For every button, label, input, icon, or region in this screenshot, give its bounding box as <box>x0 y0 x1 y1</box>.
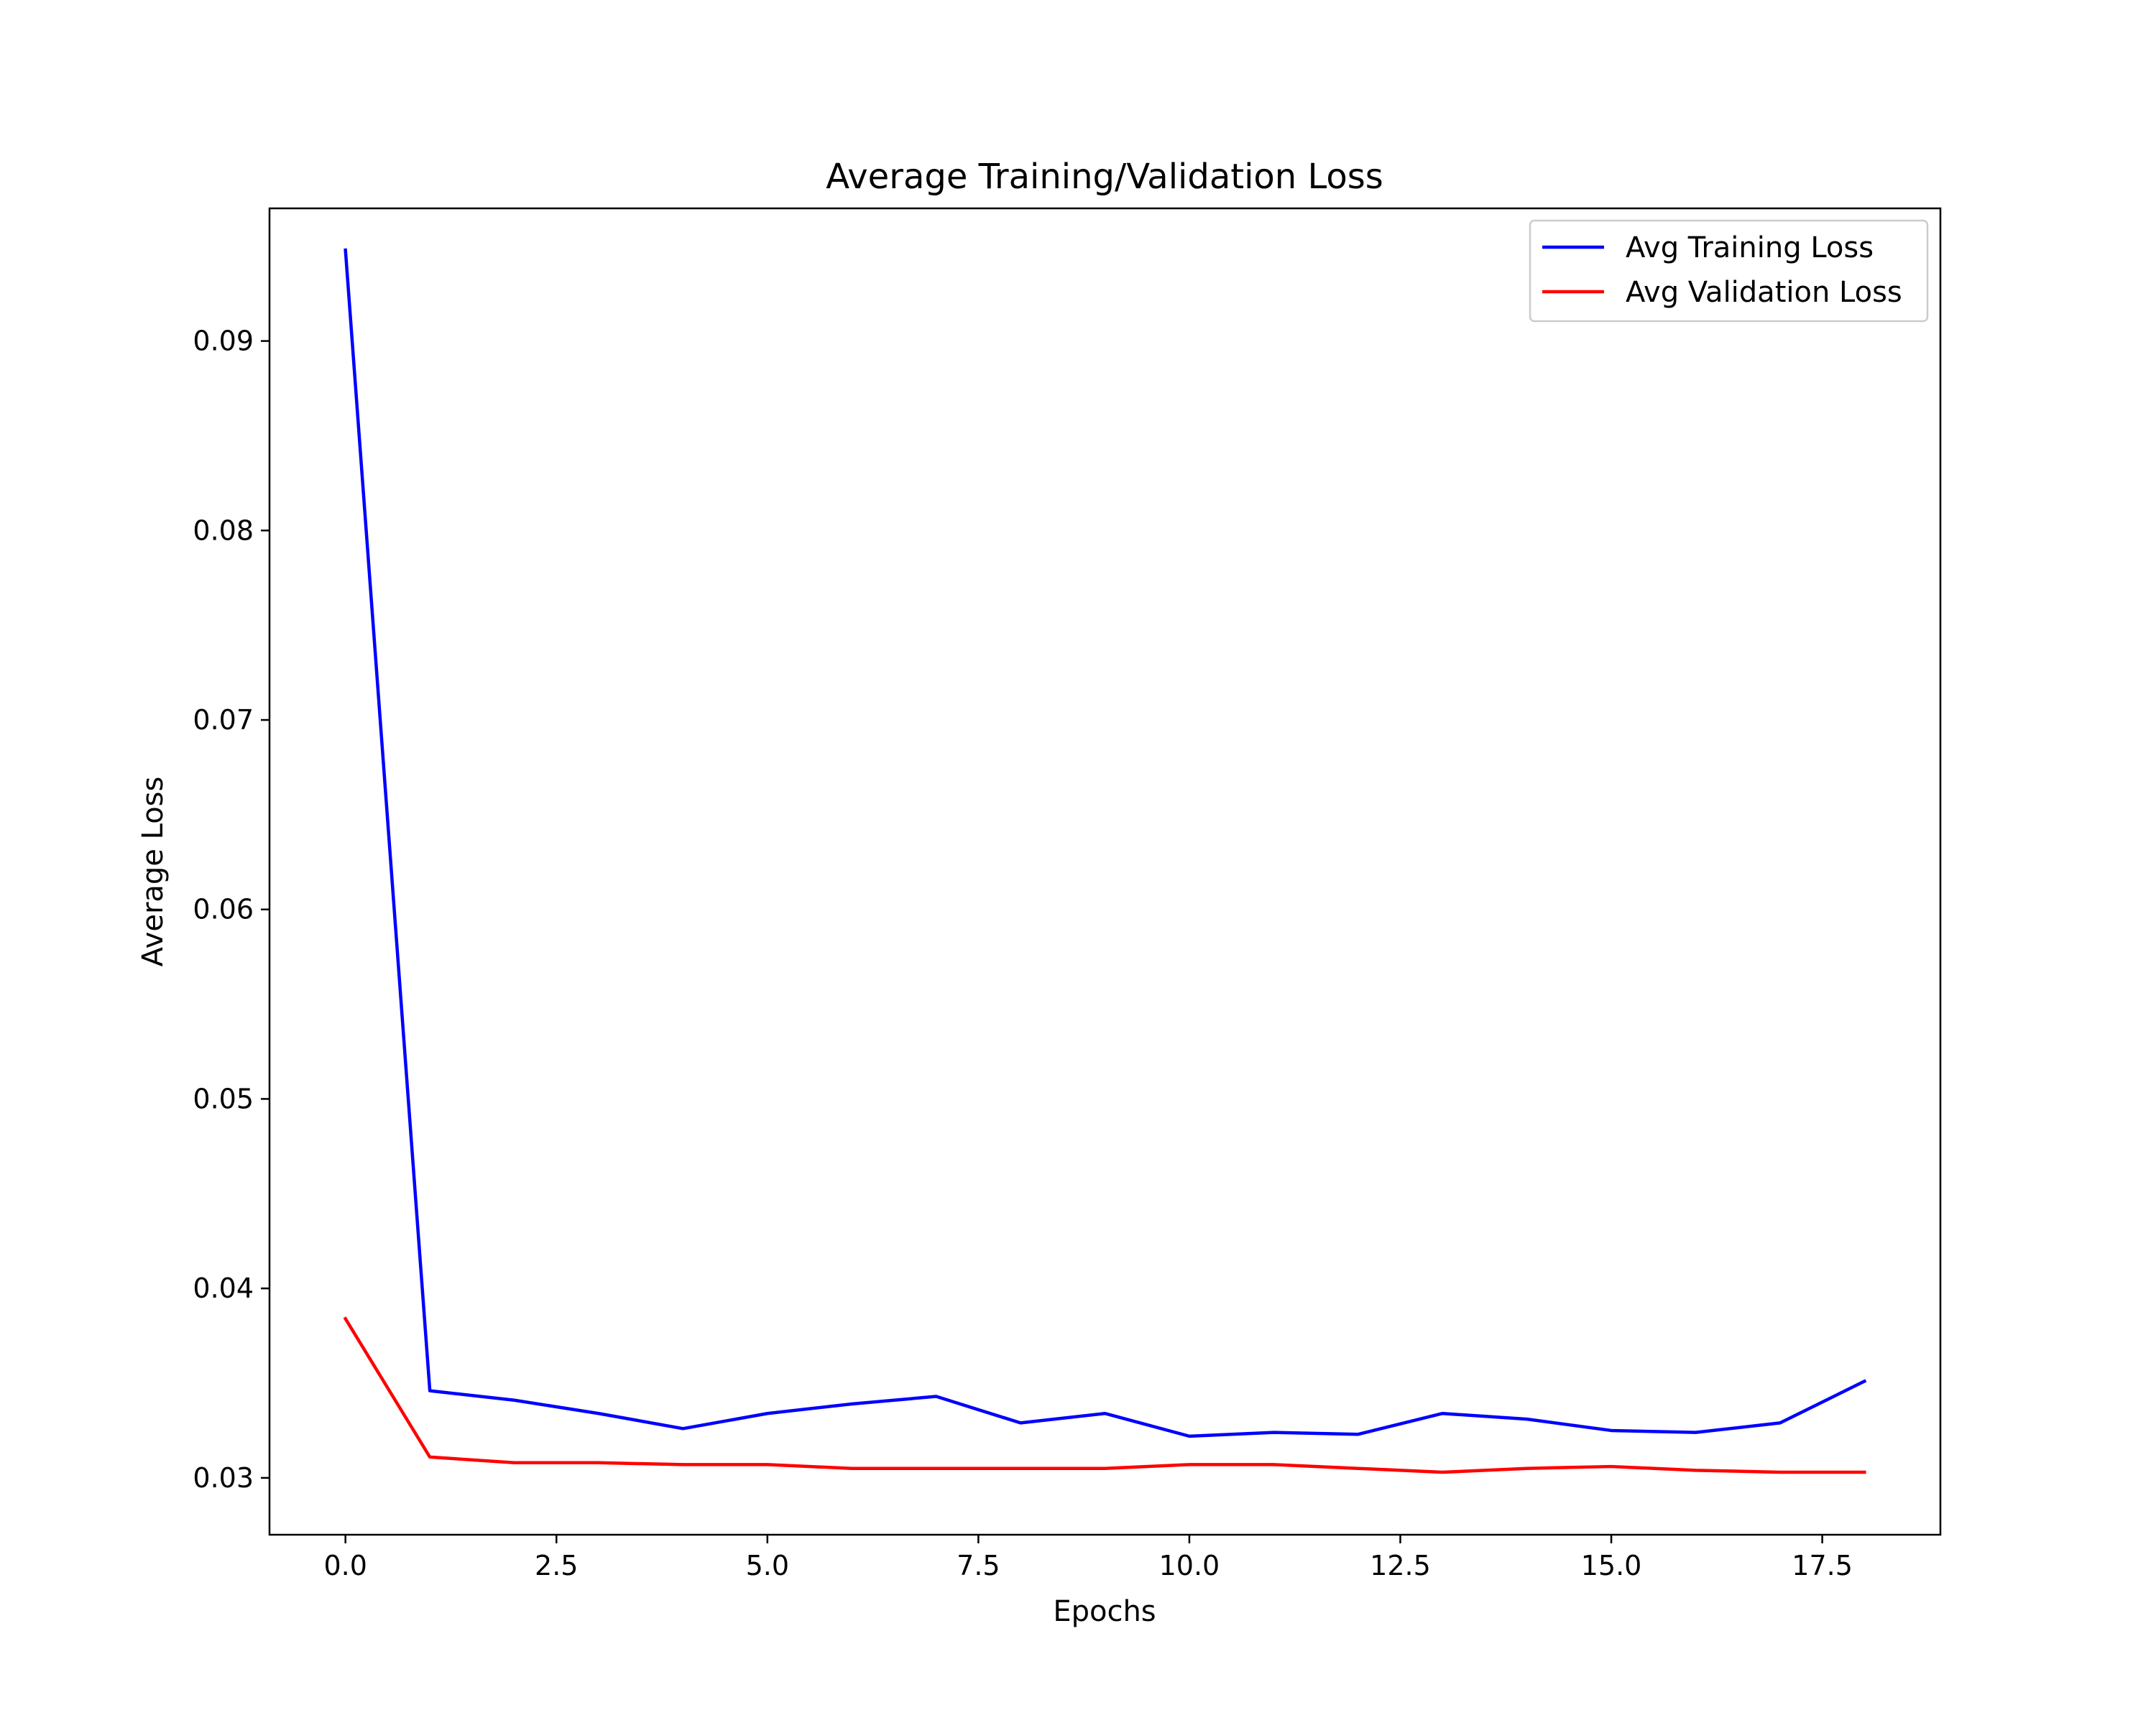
plot-area <box>343 248 1867 1474</box>
chart-title: Average Training/Validation Loss <box>826 157 1383 197</box>
legend-label-training: Avg Training Loss <box>1626 231 1874 264</box>
y-axis-label: Average Loss <box>137 777 170 967</box>
x-tick-label: 15.0 <box>1581 1550 1642 1581</box>
y-tick-label: 0.09 <box>193 325 254 357</box>
legend: Avg Training Loss Avg Validation Loss <box>1529 219 1929 323</box>
legend-label-validation: Avg Validation Loss <box>1626 276 1902 309</box>
y-axis-ticks: 0.03 0.04 0.05 0.06 0.07 0.08 0.09 <box>193 325 270 1494</box>
y-tick-label: 0.03 <box>193 1462 254 1494</box>
legend-box <box>1529 219 1929 323</box>
y-tick-label: 0.05 <box>193 1083 254 1114</box>
y-tick-label: 0.08 <box>193 514 254 546</box>
x-tick-label: 5.0 <box>746 1550 789 1581</box>
series-line-training <box>344 248 1867 1438</box>
series-line-validation <box>343 1316 1866 1474</box>
x-tick-label: 17.5 <box>1792 1550 1853 1581</box>
axes-frame <box>268 207 1942 1536</box>
y-tick-label: 0.07 <box>193 704 254 736</box>
x-tick-label: 10.0 <box>1159 1550 1220 1581</box>
x-tick-label: 7.5 <box>957 1550 1000 1581</box>
x-tick-label: 2.5 <box>535 1550 578 1581</box>
x-tick-label: 12.5 <box>1370 1550 1431 1581</box>
x-axis-ticks: 0.0 2.5 5.0 7.5 10.0 12.5 15.0 17.5 <box>323 1535 1853 1581</box>
x-tick-label: 0.0 <box>323 1550 367 1581</box>
y-tick-label: 0.06 <box>193 894 254 925</box>
x-axis-label: Epochs <box>1053 1595 1156 1628</box>
y-tick-label: 0.04 <box>193 1272 254 1304</box>
